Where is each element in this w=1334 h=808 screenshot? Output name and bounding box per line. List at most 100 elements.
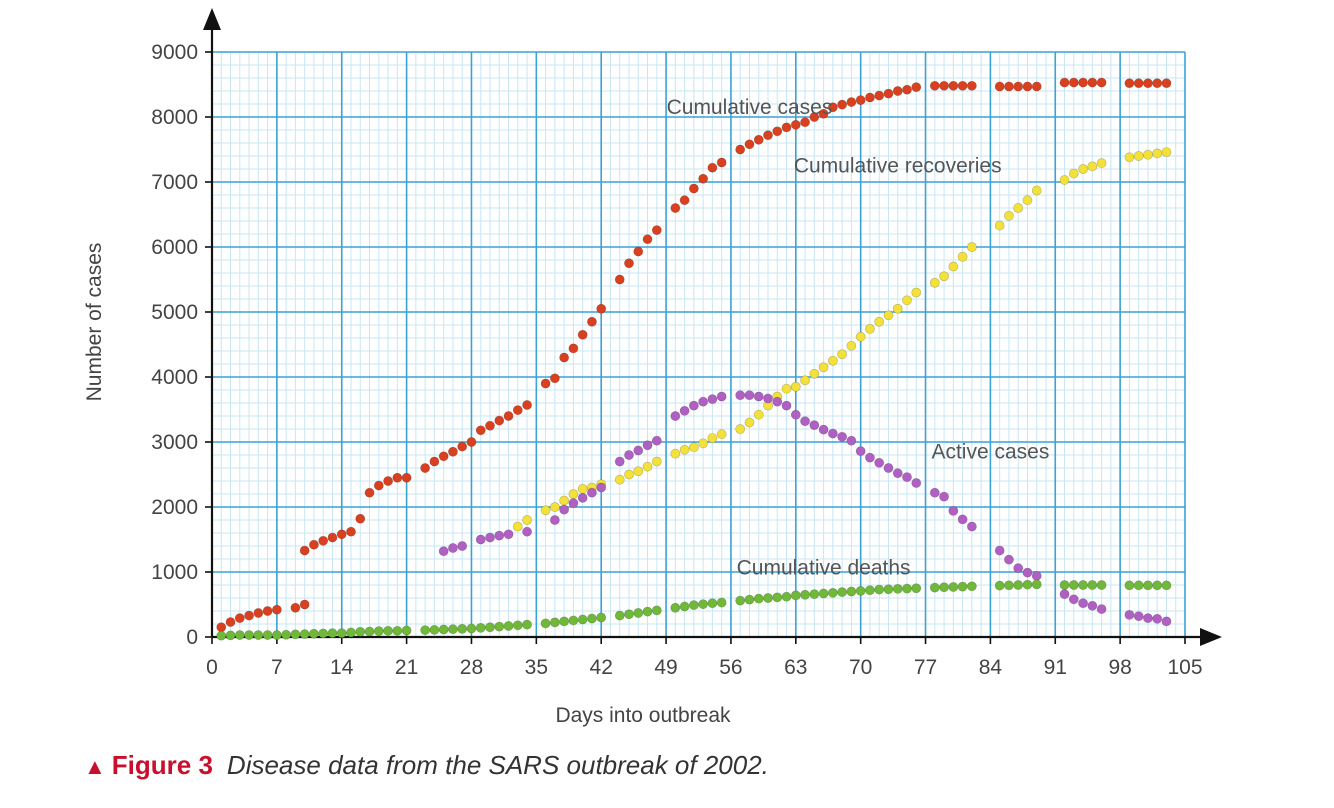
data-point (790, 119, 801, 130)
data-point (253, 608, 264, 618)
data-point (688, 400, 699, 411)
y-tick-label: 3000 (151, 431, 198, 454)
data-point (698, 438, 709, 449)
data-point (346, 526, 356, 537)
data-point (679, 444, 690, 455)
data-point (577, 329, 588, 340)
data-point (559, 616, 570, 627)
data-point (716, 429, 727, 440)
data-point (902, 583, 912, 594)
figure-caption: ▲ Figure 3 Disease data from the SARS outb… (84, 750, 769, 781)
data-point (698, 599, 709, 610)
data-point (596, 303, 607, 314)
data-point (1068, 77, 1079, 88)
data-point (1059, 77, 1070, 88)
data-point (651, 456, 662, 467)
data-point (1078, 580, 1088, 590)
data-point (753, 593, 764, 604)
data-point (688, 600, 699, 611)
data-point (1022, 567, 1033, 578)
data-point (716, 597, 727, 608)
data-point (855, 331, 866, 342)
x-tick-label: 7 (271, 656, 283, 679)
data-point (577, 483, 588, 494)
y-tick-label: 2000 (151, 496, 198, 519)
data-point (837, 587, 848, 598)
series-label: Active cases (931, 440, 1049, 463)
x-tick-label: 91 (1044, 656, 1067, 679)
data-point (281, 629, 292, 640)
data-point (800, 375, 810, 386)
data-point (1004, 210, 1014, 221)
data-point (336, 628, 347, 638)
data-point (929, 277, 940, 288)
data-point (568, 615, 579, 626)
data-point (809, 368, 820, 379)
data-point (596, 482, 607, 493)
data-point (994, 81, 1005, 92)
series-active-cases (438, 390, 1172, 627)
x-tick-label: 63 (784, 656, 807, 679)
data-point (355, 626, 366, 637)
data-point (448, 624, 458, 635)
major-grid (212, 51, 1186, 637)
data-point (790, 409, 801, 420)
data-point (670, 411, 681, 421)
data-point (549, 373, 560, 384)
data-point (790, 381, 801, 392)
data-point (1087, 600, 1098, 611)
data-point (522, 526, 532, 537)
data-point (688, 442, 699, 453)
data-point (781, 383, 792, 394)
data-point (911, 287, 922, 298)
data-point (383, 625, 393, 636)
data-point (865, 323, 875, 334)
data-point (763, 130, 773, 141)
data-point (670, 602, 681, 613)
data-point (735, 390, 746, 401)
data-point (735, 144, 746, 155)
data-point (1143, 149, 1153, 160)
axes (203, 8, 1222, 646)
series-label: Cumulative cases (667, 96, 833, 119)
data-point (559, 504, 570, 515)
data-point (800, 117, 810, 128)
data-point (540, 378, 551, 389)
data-point (1068, 580, 1079, 590)
data-point (512, 405, 523, 416)
data-point (855, 95, 866, 105)
data-point (587, 316, 597, 327)
data-point (1004, 554, 1014, 565)
data-point (772, 396, 783, 407)
data-point (716, 391, 727, 402)
data-point (1078, 164, 1088, 174)
data-point (707, 162, 718, 173)
data-point (244, 610, 254, 621)
data-point (642, 606, 653, 617)
data-point (234, 613, 245, 624)
data-point (902, 295, 912, 306)
data-point (364, 626, 375, 637)
data-point (902, 84, 912, 95)
data-point (549, 617, 560, 628)
data-point (614, 474, 625, 485)
data-point (466, 623, 477, 634)
data-point (1022, 579, 1033, 590)
data-point (1161, 78, 1172, 89)
data-point (809, 589, 820, 599)
data-point (735, 424, 746, 434)
data-point (299, 629, 310, 639)
data-point (855, 446, 866, 456)
data-point (892, 584, 903, 594)
x-tick-labels: 0 7 14 21 28 35 42 49 56 63 70 77 84 91 98 105 (206, 656, 1202, 679)
data-point (929, 487, 940, 498)
data-point (781, 122, 792, 133)
data-point (438, 624, 449, 635)
data-point (271, 604, 282, 615)
data-point (1152, 613, 1163, 624)
data-point (865, 92, 875, 103)
data-point (373, 480, 384, 491)
x-tick-label: 35 (525, 656, 548, 679)
data-point (753, 134, 764, 145)
